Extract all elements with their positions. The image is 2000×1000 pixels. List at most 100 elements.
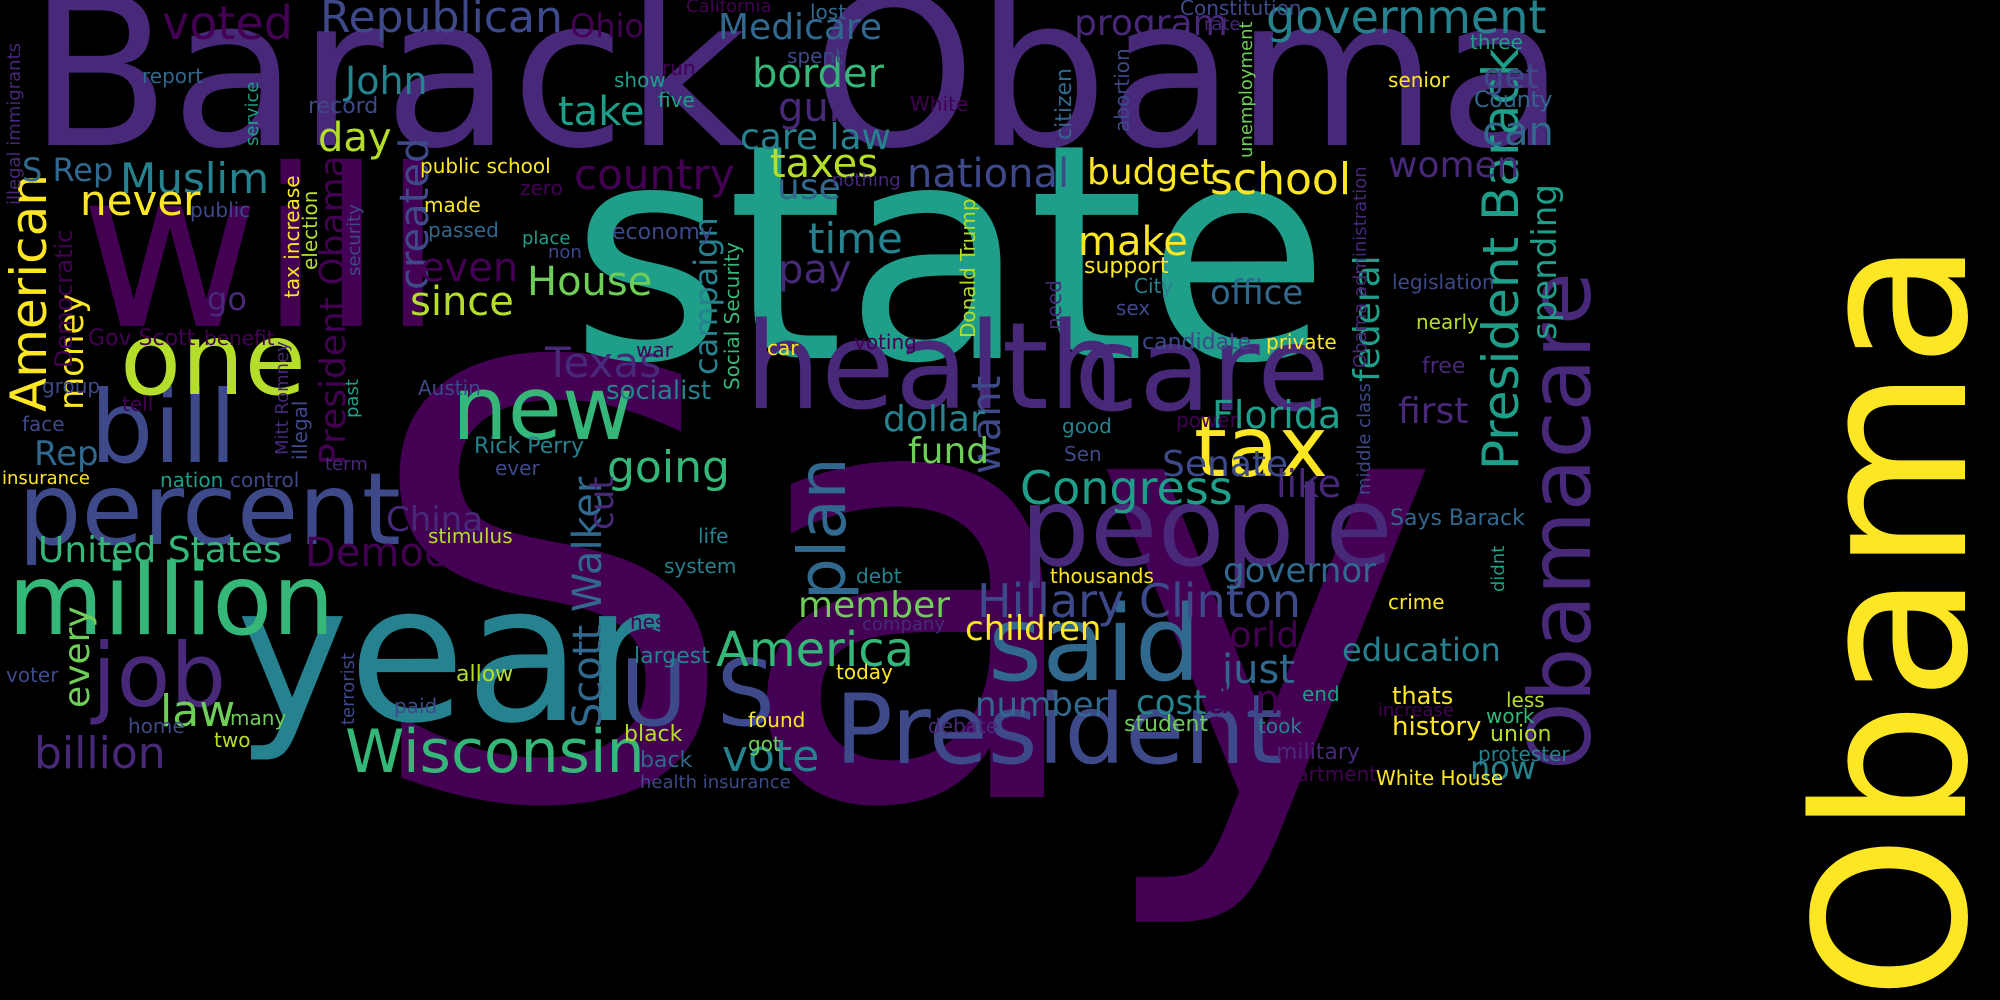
word-house: House — [527, 259, 653, 305]
word-going: going — [607, 442, 730, 493]
word-medicare: Medicare — [718, 7, 883, 48]
word-governor: governor — [1223, 551, 1377, 591]
word-union: union — [1490, 722, 1552, 747]
word-plan: plan — [784, 457, 861, 600]
word-spent: spent — [787, 44, 843, 68]
word-five: five — [658, 88, 695, 112]
word-abortion: abortion — [1110, 48, 1134, 132]
word-children: children — [965, 609, 1102, 649]
word-dont: dont — [1205, 677, 1296, 723]
word-china: China — [386, 500, 484, 540]
word-history: history — [1392, 712, 1482, 742]
word-muslim: Muslim — [120, 154, 269, 203]
word-home: home — [128, 714, 185, 738]
word-paid: paid — [394, 694, 438, 718]
word-taxes: taxes — [770, 141, 879, 187]
word-illegal: illegal — [288, 400, 312, 460]
word-benefit: benefit — [204, 326, 275, 350]
word-care: care — [1074, 300, 1330, 438]
word-middle-class: middle class — [1354, 383, 1375, 495]
word-found: found — [748, 708, 806, 732]
word-pay: pay — [778, 247, 852, 293]
word-california: California — [686, 0, 772, 17]
word-crime: crime — [1388, 590, 1445, 614]
word-run: run — [662, 56, 696, 80]
word-america: America — [716, 622, 914, 678]
word-citizen: citizen — [1052, 68, 1077, 140]
word-congress: Congress — [1020, 461, 1233, 515]
word-nation: nation — [160, 468, 224, 492]
word-rep: Rep — [34, 434, 99, 474]
word-county: County — [1474, 88, 1553, 113]
word-one: one — [120, 301, 307, 418]
word-sen: Sen — [1064, 442, 1102, 466]
word-tell: tell — [122, 392, 154, 416]
word-debt: debt — [856, 564, 902, 588]
word-time: time — [808, 214, 903, 263]
word-today: today — [836, 660, 893, 684]
word-service: service — [242, 81, 263, 146]
word-will: will — [80, 122, 444, 378]
word-use: use — [777, 167, 841, 208]
word-rate: rate — [1204, 14, 1241, 35]
word-democratic: Democratic — [50, 229, 78, 368]
word-company: company — [862, 614, 945, 635]
word-term: term — [325, 454, 368, 475]
word-vote: vote — [722, 731, 820, 782]
word-increase: increase — [1378, 700, 1454, 721]
word-senior: senior — [1388, 68, 1450, 92]
word-go: go — [207, 280, 247, 318]
word-us: U S — [620, 640, 775, 747]
word-largest: largest — [634, 644, 710, 669]
word-black: black — [624, 722, 683, 747]
word-didnt: didnt — [1488, 545, 1509, 592]
word-sex: sex — [1116, 296, 1151, 320]
word-private: private — [1266, 330, 1337, 354]
word-stimulus: stimulus — [428, 524, 513, 548]
word-democrat: Democrat — [305, 530, 503, 576]
word-member: member — [798, 585, 951, 626]
word-senate: Senate — [1162, 444, 1289, 485]
word-border: border — [752, 51, 885, 97]
word-three: three — [1470, 30, 1523, 54]
word-new: new — [452, 357, 634, 460]
word-percent: percent — [18, 451, 402, 568]
word-social-security: Social Security — [720, 242, 744, 390]
word-voting: voting — [854, 330, 917, 354]
word-work: work — [1486, 704, 1535, 728]
word-can: can — [1482, 109, 1554, 155]
word-support: support — [1084, 254, 1169, 279]
word-number: number — [975, 685, 1108, 725]
word-department: Department — [1256, 762, 1378, 786]
word-voted: voted — [162, 0, 293, 50]
word-office: office — [1210, 273, 1304, 313]
word-group: group — [42, 374, 101, 398]
word-people: people — [1020, 463, 1393, 591]
word-allow: allow — [456, 662, 514, 687]
word-billion: billion — [34, 728, 166, 779]
word-public-school: public school — [420, 154, 551, 178]
word-student: student — [1124, 712, 1209, 737]
word-life: life — [698, 524, 729, 548]
word-job: job — [92, 624, 227, 727]
word-got: got — [748, 732, 781, 756]
word-like: like — [1276, 462, 1342, 506]
word-even: even — [420, 245, 519, 291]
word-nothing: nothing — [832, 170, 901, 191]
word-budget: budget — [1087, 152, 1215, 193]
word-election: election — [298, 190, 322, 270]
word-cut: cut — [582, 476, 622, 530]
word-national: national — [907, 151, 1070, 197]
word-world: world — [1200, 615, 1300, 656]
word-cost: cost — [1136, 683, 1207, 723]
word-unemployment: unemployment — [1236, 21, 1257, 158]
word-spending: spending — [1525, 184, 1565, 340]
word-constitution: Constitution — [1180, 0, 1302, 20]
word-take: take — [558, 89, 645, 135]
word-thousands: thousands — [1050, 564, 1154, 588]
word-government: government — [1266, 0, 1547, 44]
word-terrorist: terrorist — [338, 652, 359, 725]
word-wisconsin: Wisconsin — [345, 717, 645, 787]
word-security: security — [344, 204, 365, 276]
word-country: country — [574, 150, 735, 199]
